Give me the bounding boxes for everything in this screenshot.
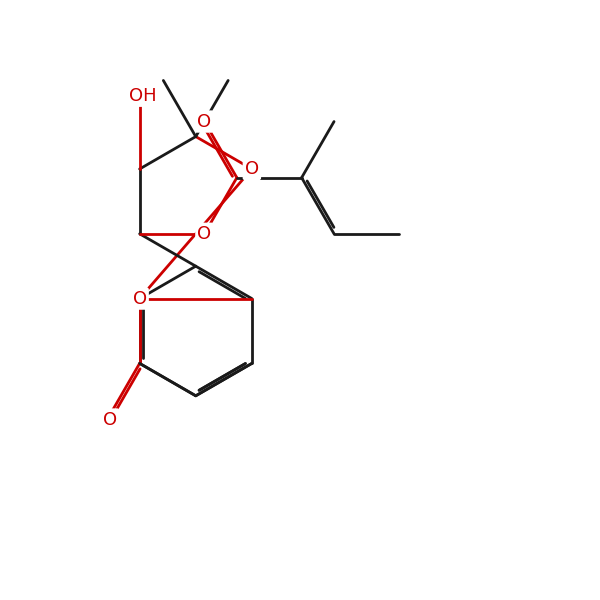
Text: OH: OH xyxy=(128,87,156,105)
Text: O: O xyxy=(197,113,211,131)
Text: O: O xyxy=(103,410,117,428)
Text: O: O xyxy=(245,160,259,178)
Text: O: O xyxy=(133,290,146,308)
Text: O: O xyxy=(197,225,211,243)
